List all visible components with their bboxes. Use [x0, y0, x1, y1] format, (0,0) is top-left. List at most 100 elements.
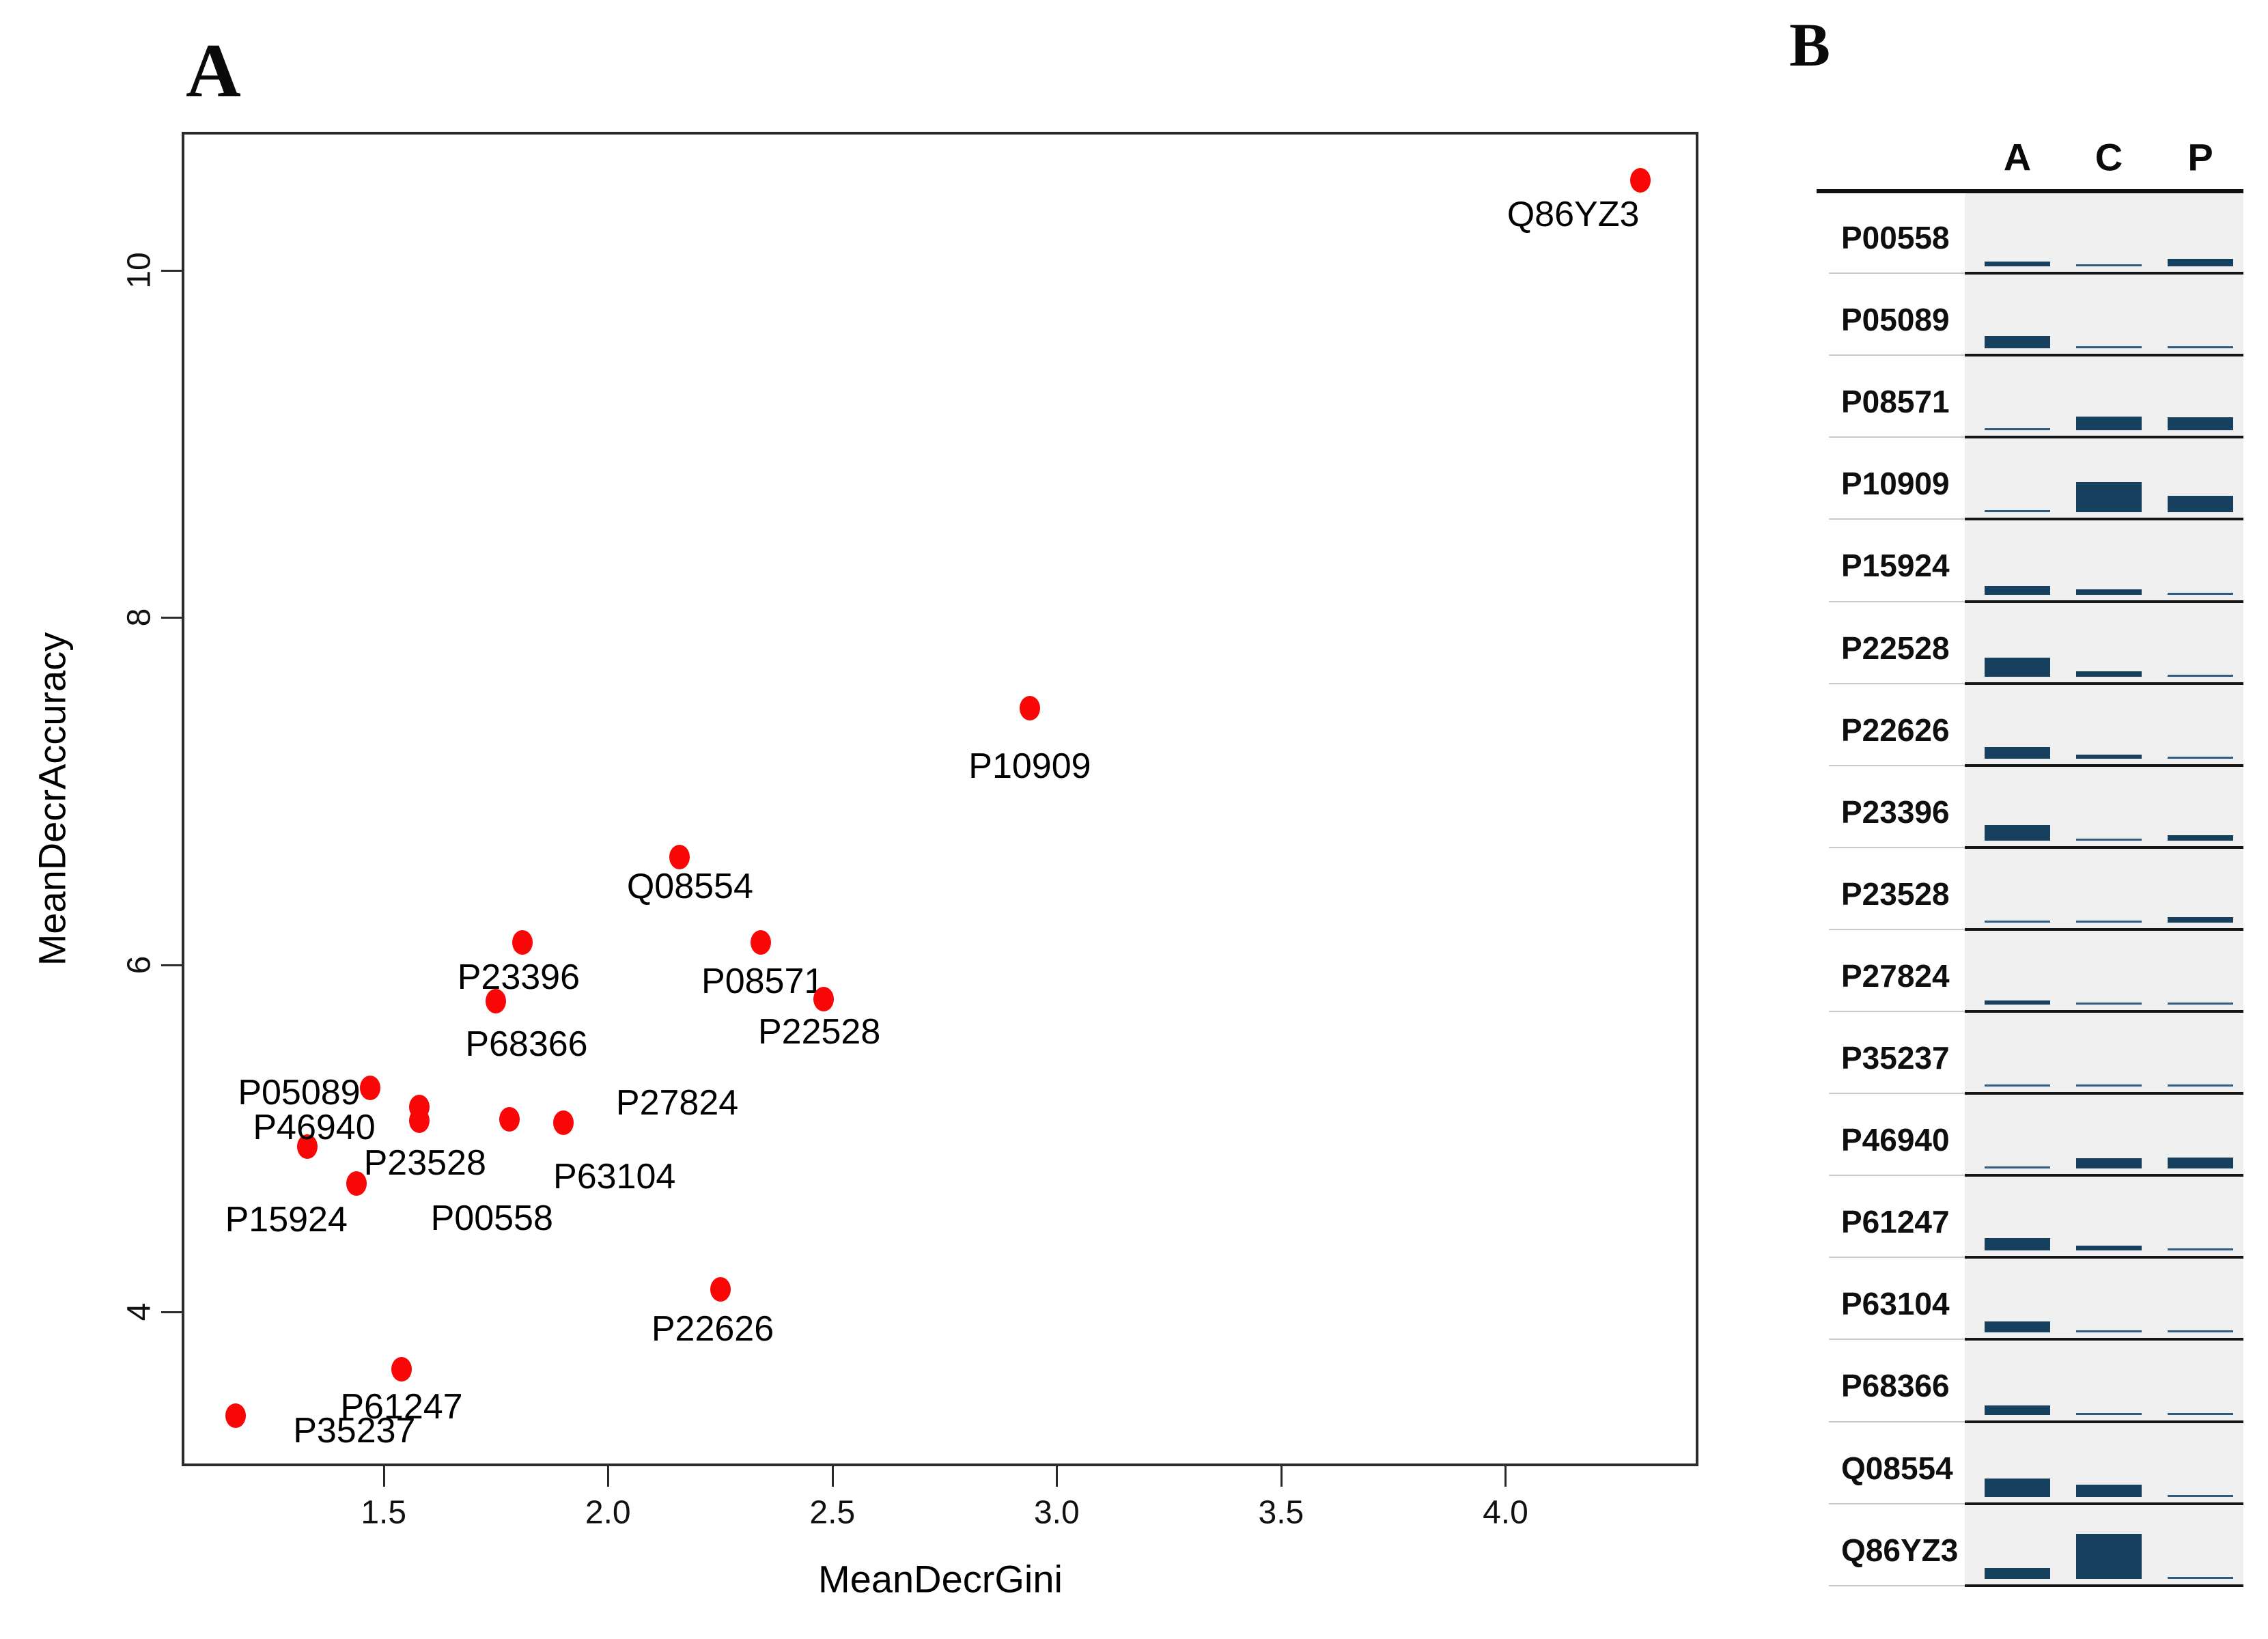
- x-axis-tick-label: 2.5: [809, 1494, 856, 1531]
- table-row-separator-right: [1965, 1092, 2243, 1095]
- table-row-separator-right: [1965, 436, 2243, 439]
- table-row-label-P68366: P68366: [1841, 1368, 1950, 1404]
- scatter-point-P46940: [296, 1134, 318, 1160]
- table-bar-Q86YZ3-C: [2076, 1533, 2142, 1579]
- scatter-point-P22528: [813, 987, 834, 1012]
- table-bar-P46940-P: [2168, 1158, 2233, 1169]
- table-bar-P35237-P: [2168, 1084, 2233, 1087]
- table-bar-P22626-A: [1985, 746, 2050, 759]
- table-column-header-A: A: [2003, 135, 2032, 179]
- table-bar-Q08554-C: [2076, 1484, 2142, 1497]
- table-row-label-P00558: P00558: [1841, 220, 1950, 255]
- y-axis-title: MeanDecrAccuracy: [30, 632, 74, 966]
- x-axis-tick-label: 3.5: [1258, 1494, 1304, 1531]
- table-bar-P61247-A: [1985, 1238, 2050, 1251]
- table-background: [1965, 193, 2243, 1586]
- table-row-separator-right: [1965, 518, 2243, 521]
- x-axis-tick: [831, 1466, 834, 1487]
- scatter-point-Q86YZ3: [1629, 168, 1651, 193]
- table-bar-P08571-A: [1985, 428, 2050, 431]
- table-row-separator-left: [1829, 272, 1965, 275]
- table-bar-P22528-C: [2076, 671, 2142, 677]
- table-bar-P27824-A: [1985, 1000, 2050, 1005]
- x-axis-tick: [1280, 1466, 1283, 1487]
- x-axis-tick: [382, 1466, 385, 1487]
- scatter-point-P68366: [485, 989, 506, 1014]
- x-axis-tick-label: 3.0: [1033, 1494, 1080, 1531]
- table-row-label-P05089: P05089: [1841, 302, 1950, 338]
- table-bar-P27824-P: [2168, 1003, 2233, 1005]
- table-bar-P00558-P: [2168, 259, 2233, 267]
- table-row-label-P35237: P35237: [1841, 1040, 1950, 1076]
- scatter-point-label-Q86YZ3: Q86YZ3: [1507, 195, 1640, 235]
- table-header-line: [1817, 189, 2243, 193]
- table-row-separator-right: [1965, 1502, 2243, 1505]
- y-axis-tick: [161, 1311, 182, 1313]
- table-bar-Q86YZ3-P: [2168, 1576, 2233, 1579]
- scatter-point-label-P10909: P10909: [968, 746, 1091, 786]
- scatter-point-label-P22626: P22626: [651, 1308, 774, 1349]
- table-bar-P46940-C: [2076, 1158, 2142, 1169]
- table-bar-P22626-P: [2168, 756, 2233, 759]
- table-bar-P08571-P: [2168, 417, 2233, 431]
- table-row-separator-right: [1965, 927, 2243, 931]
- y-axis-tick-label: 10: [121, 252, 158, 289]
- table-row-separator-right: [1965, 1338, 2243, 1341]
- table-row-separator-left: [1829, 1257, 1965, 1259]
- panel-a-letter: A: [186, 29, 241, 113]
- table-row-separator-left: [1829, 1420, 1965, 1423]
- table-row-label-P22528: P22528: [1841, 630, 1950, 666]
- table-bar-P68366-A: [1985, 1405, 2050, 1415]
- table-row-separator-left: [1829, 764, 1965, 766]
- table-row-label-Q08554: Q08554: [1841, 1450, 1953, 1486]
- table-bar-P22528-A: [1985, 657, 2050, 677]
- table-bar-P15924-C: [2076, 589, 2142, 595]
- table-row-separator-right: [1965, 600, 2243, 603]
- table-row-separator-right: [1965, 272, 2243, 275]
- table-bar-Q08554-P: [2168, 1494, 2233, 1497]
- scatter-point-P05089: [359, 1076, 380, 1101]
- table-row-separator-left: [1829, 1502, 1965, 1504]
- scatter-point-label-Q08554: Q08554: [626, 867, 753, 907]
- table-row-separator-left: [1829, 1339, 1965, 1341]
- table-bar-P23528-A: [1985, 920, 2050, 923]
- scatter-point-Q08554: [669, 845, 690, 870]
- table-row-separator-left: [1829, 1175, 1965, 1177]
- x-axis-tick: [1056, 1466, 1059, 1487]
- table-row-label-P10909: P10909: [1841, 466, 1950, 502]
- x-axis-tick-label: 4.0: [1483, 1494, 1528, 1531]
- scatter-point-P08571: [750, 929, 771, 955]
- table-bar-Q86YZ3-A: [1985, 1567, 2050, 1579]
- scatter-point-label-P23528: P23528: [363, 1143, 486, 1183]
- table-row-separator-right: [1965, 1584, 2243, 1587]
- table-column-header-P: P: [2187, 135, 2213, 179]
- scatter-point-P23528: [409, 1108, 430, 1134]
- scatter-point-label-P00558: P00558: [430, 1199, 553, 1239]
- table-row-separator-left: [1829, 1584, 1965, 1586]
- table-row-separator-left: [1829, 846, 1965, 848]
- table-bar-P05089-C: [2076, 346, 2142, 349]
- table-bar-P10909-A: [1985, 510, 2050, 513]
- table-bar-P08571-C: [2076, 417, 2142, 431]
- table-row-label-P61247: P61247: [1841, 1204, 1950, 1240]
- scatter-point-P63104: [499, 1106, 520, 1132]
- scatter-point-label-P61247: P61247: [340, 1386, 463, 1427]
- table-row-separator-left: [1829, 1011, 1965, 1012]
- scatter-point-P23396: [512, 929, 533, 955]
- scatter-point-label-P46940: P46940: [253, 1108, 376, 1148]
- table-bar-P23528-C: [2076, 920, 2142, 923]
- scatter-point-label-P63104: P63104: [553, 1156, 676, 1196]
- scatter-point-label-P05089: P05089: [238, 1073, 361, 1113]
- table-row-separator-right: [1965, 1174, 2243, 1177]
- table-row-separator-right: [1965, 354, 2243, 357]
- table-row-separator-left: [1829, 354, 1965, 356]
- y-axis-tick-label: 4: [121, 1302, 158, 1321]
- table-bar-P63104-C: [2076, 1330, 2142, 1333]
- x-axis-tick: [607, 1466, 610, 1487]
- table-bar-P61247-C: [2076, 1246, 2142, 1251]
- table-bar-P22626-C: [2076, 754, 2142, 759]
- table-row-label-P27824: P27824: [1841, 957, 1950, 994]
- table-bar-P68366-P: [2168, 1412, 2233, 1415]
- scatter-point-P22626: [710, 1276, 731, 1302]
- table-bar-P46940-A: [1985, 1166, 2050, 1169]
